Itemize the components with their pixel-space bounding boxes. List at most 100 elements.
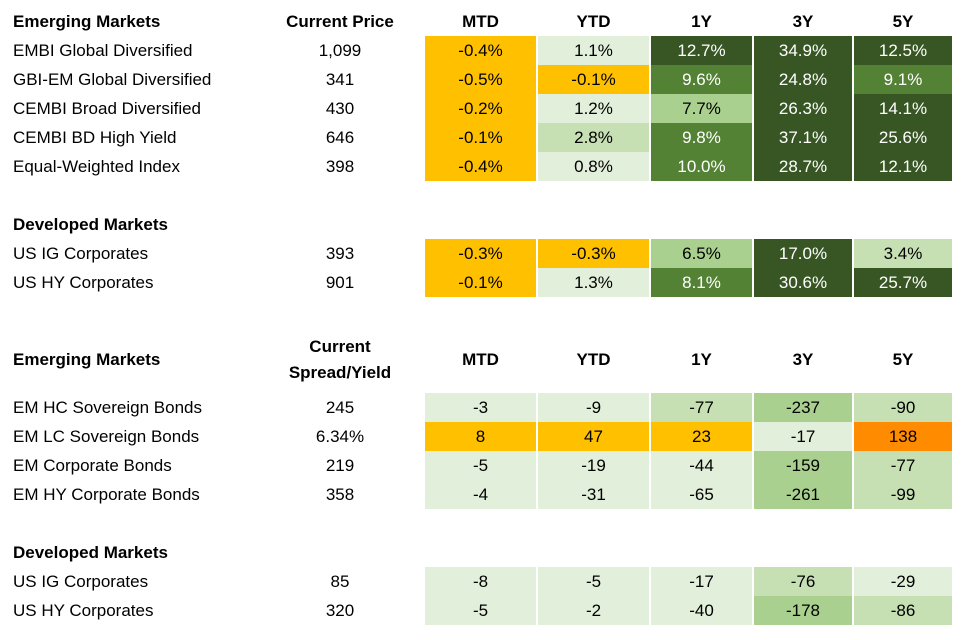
- mtd-cell: -0.1%: [425, 123, 536, 152]
- mtd-cell: -3: [425, 393, 536, 422]
- current-value: 85: [330, 572, 350, 591]
- 5y-cell: -90: [854, 393, 952, 422]
- section-title: Emerging Markets: [13, 12, 161, 31]
- mtd-cell: -5: [425, 451, 536, 480]
- table-row: GBI-EM Global Diversified 341 -0.5% -0.1% 9.…: [0, 65, 961, 94]
- ytd-cell: -19: [538, 451, 649, 480]
- 3y-cell: 37.1%: [754, 123, 852, 152]
- column-header-current: Current: [309, 337, 371, 356]
- column-header-5y: 5Y: [892, 12, 914, 31]
- table-row: EM HY Corporate Bonds 358 -4 -31 -65 -261 -99: [0, 480, 961, 509]
- row-label: CEMBI BD High Yield: [13, 128, 177, 147]
- section-title: Emerging Markets: [13, 350, 161, 369]
- mtd-cell: -0.4%: [425, 36, 536, 65]
- 5y-cell: 25.7%: [854, 268, 952, 297]
- mtd-cell: -0.5%: [425, 65, 536, 94]
- 3y-cell: 26.3%: [754, 94, 852, 123]
- 1y-cell: -40: [651, 596, 752, 625]
- mtd-cell: 8: [425, 422, 536, 451]
- 1y-cell: 6.5%: [651, 239, 752, 268]
- 3y-cell: 28.7%: [754, 152, 852, 181]
- ytd-cell: -0.1%: [538, 65, 649, 94]
- column-header-spread-yield: Spread/Yield: [288, 363, 392, 382]
- current-value: 320: [325, 601, 355, 620]
- mtd-cell: -4: [425, 480, 536, 509]
- current-value: 430: [325, 99, 355, 118]
- section-title: Developed Markets: [13, 543, 168, 562]
- column-header-1y: 1Y: [691, 350, 712, 369]
- section-header-emerging-markets-spread: Emerging Markets Current Spread/Yield MT…: [0, 334, 961, 386]
- current-value: 358: [325, 485, 355, 504]
- 3y-cell: -261: [754, 480, 852, 509]
- current-value: 219: [325, 456, 355, 475]
- 1y-cell: 9.8%: [651, 123, 752, 152]
- section-header-emerging-markets: Emerging Markets Current Price MTD YTD 1…: [0, 7, 961, 36]
- row-label: EM HC Sovereign Bonds: [13, 398, 202, 417]
- 5y-cell: 14.1%: [854, 94, 952, 123]
- table-row: US IG Corporates 393 -0.3% -0.3% 6.5% 17.0% 3.…: [0, 239, 961, 268]
- 1y-cell: -17: [651, 567, 752, 596]
- ytd-cell: -0.3%: [538, 239, 649, 268]
- column-header-3y: 3Y: [792, 350, 814, 369]
- 1y-cell: 10.0%: [651, 152, 752, 181]
- table-row: EM Corporate Bonds 219 -5 -19 -44 -159 -77: [0, 451, 961, 480]
- row-label: CEMBI Broad Diversified: [13, 99, 202, 118]
- row-label: EM LC Sovereign Bonds: [13, 427, 200, 446]
- 5y-cell: -99: [854, 480, 952, 509]
- table-row: Equal-Weighted Index 398 -0.4% 0.8% 10.0% 28.…: [0, 152, 961, 181]
- section-header-developed-markets-spread: Developed Markets: [0, 538, 961, 567]
- 3y-cell: 24.8%: [754, 65, 852, 94]
- row-label: EMBI Global Diversified: [13, 41, 193, 60]
- table-row: US HY Corporates 901 -0.1% 1.3% 8.1% 30.6% 25.…: [0, 268, 961, 297]
- 5y-cell: -29: [854, 567, 952, 596]
- mtd-cell: -5: [425, 596, 536, 625]
- ytd-cell: -9: [538, 393, 649, 422]
- 5y-cell: 9.1%: [854, 65, 952, 94]
- current-value: 646: [325, 128, 355, 147]
- 1y-cell: -44: [651, 451, 752, 480]
- row-label: US IG Corporates: [13, 572, 149, 591]
- current-value: 1,099: [318, 41, 362, 60]
- row-label: US HY Corporates: [13, 273, 154, 292]
- table-row: EMBI Global Diversified 1,099 -0.4% 1.1% 12.…: [0, 36, 961, 65]
- ytd-cell: 47: [538, 422, 649, 451]
- 5y-cell: 138: [854, 422, 952, 451]
- 3y-cell: -178: [754, 596, 852, 625]
- current-value: 398: [325, 157, 355, 176]
- row-label: EM HY Corporate Bonds: [13, 485, 200, 504]
- column-header-5y: 5Y: [892, 350, 914, 369]
- 1y-cell: 7.7%: [651, 94, 752, 123]
- 3y-cell: -76: [754, 567, 852, 596]
- column-header-1y: 1Y: [691, 12, 712, 31]
- 3y-cell: 34.9%: [754, 36, 852, 65]
- mtd-cell: -0.3%: [425, 239, 536, 268]
- row-label: GBI-EM Global Diversified: [13, 70, 212, 89]
- ytd-cell: -5: [538, 567, 649, 596]
- column-header-mtd: MTD: [462, 12, 499, 31]
- ytd-cell: 0.8%: [538, 152, 649, 181]
- current-value: 341: [325, 70, 355, 89]
- current-value: 393: [325, 244, 355, 263]
- column-header-ytd: YTD: [576, 12, 611, 31]
- row-label: US HY Corporates: [13, 601, 154, 620]
- row-label: Equal-Weighted Index: [13, 157, 180, 176]
- mtd-cell: -0.1%: [425, 268, 536, 297]
- current-value: 245: [325, 398, 355, 417]
- 1y-cell: -77: [651, 393, 752, 422]
- 1y-cell: 23: [651, 422, 752, 451]
- table-row: EM LC Sovereign Bonds 6.34% 8 47 23 -17 138: [0, 422, 961, 451]
- 5y-cell: -86: [854, 596, 952, 625]
- 5y-cell: 12.5%: [854, 36, 952, 65]
- 1y-cell: 12.7%: [651, 36, 752, 65]
- 3y-cell: -159: [754, 451, 852, 480]
- 3y-cell: -237: [754, 393, 852, 422]
- ytd-cell: 2.8%: [538, 123, 649, 152]
- mtd-cell: -0.4%: [425, 152, 536, 181]
- mtd-cell: -8: [425, 567, 536, 596]
- ytd-cell: 1.2%: [538, 94, 649, 123]
- current-value: 901: [325, 273, 355, 292]
- column-header-current-price: Current Price: [286, 12, 394, 31]
- table-row: CEMBI BD High Yield 646 -0.1% 2.8% 9.8% 37.1%…: [0, 123, 961, 152]
- table-row: CEMBI Broad Diversified 430 -0.2% 1.2% 7.7% 2…: [0, 94, 961, 123]
